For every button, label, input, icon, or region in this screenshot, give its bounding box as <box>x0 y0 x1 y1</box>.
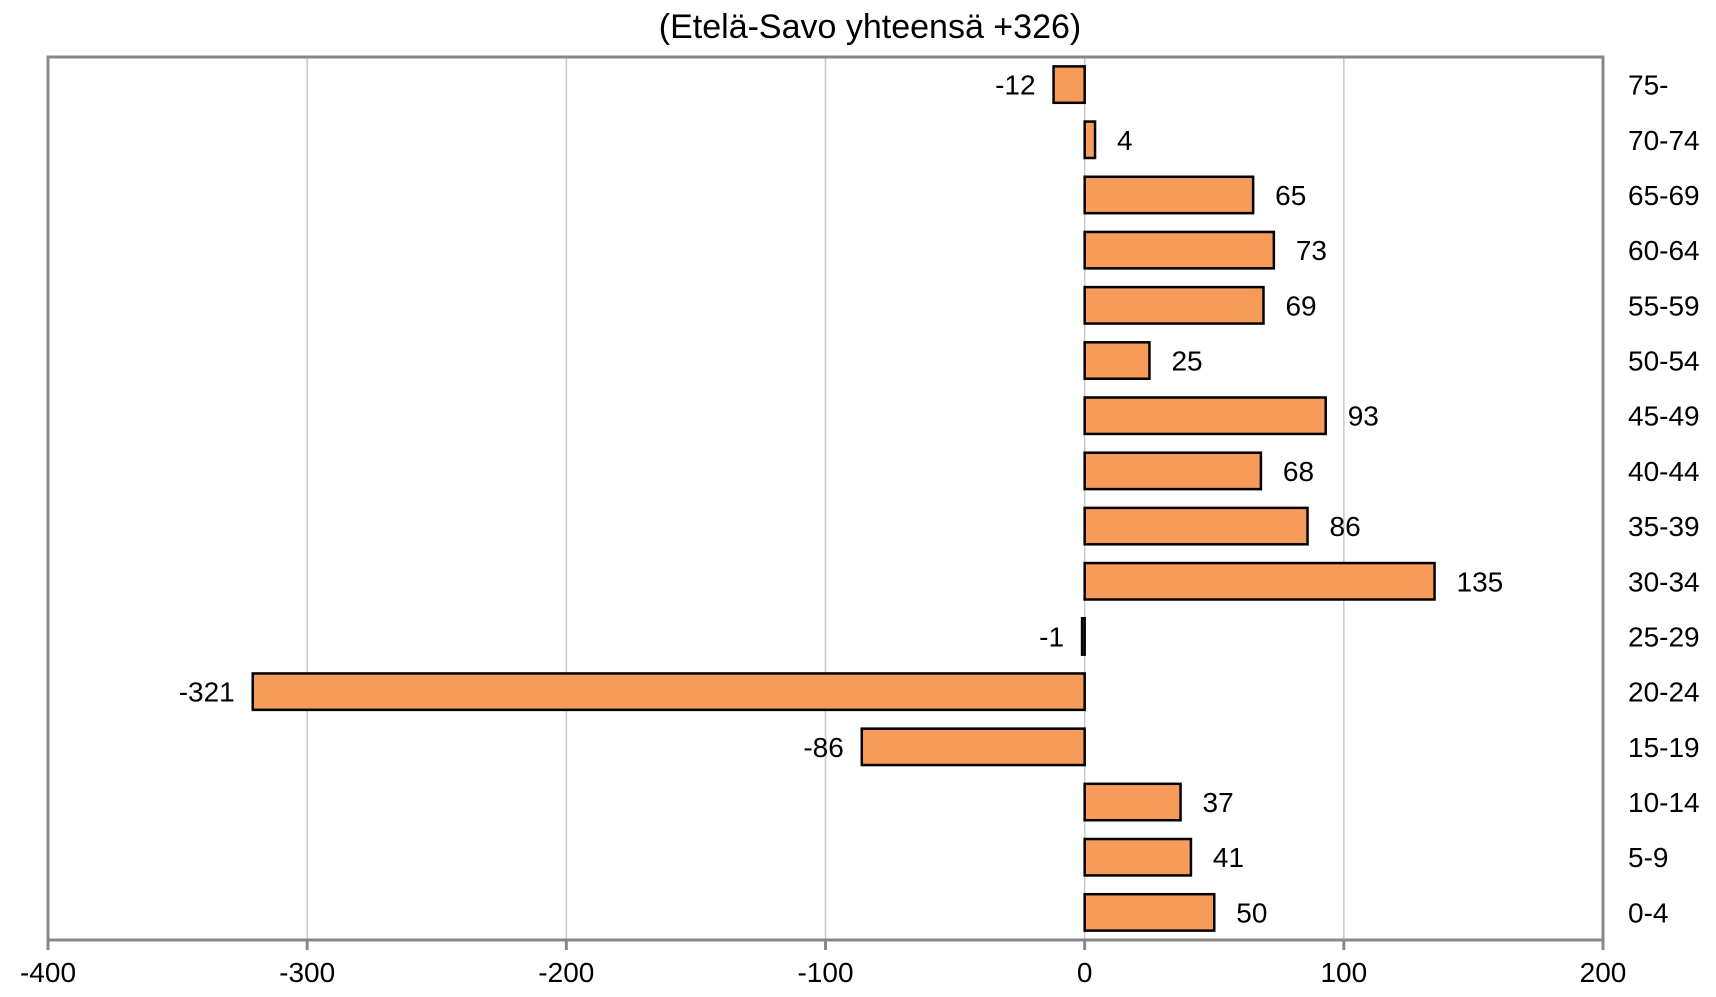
category-label: 20-24 <box>1628 677 1700 708</box>
bar-0-4 <box>1083 892 1216 932</box>
bar-50-54 <box>1083 341 1151 380</box>
data-label: 69 <box>1285 290 1316 321</box>
data-label: -1 <box>1039 621 1064 652</box>
category-label: 50-54 <box>1628 346 1700 377</box>
x-tick-label: 100 <box>1320 957 1367 988</box>
data-label: 37 <box>1203 787 1234 818</box>
category-label: 25-29 <box>1628 621 1700 652</box>
bars <box>251 65 1436 932</box>
x-tick-label: -400 <box>20 957 76 988</box>
x-tick-label: -100 <box>797 957 853 988</box>
category-labels: 75- 70-74 65-69 60-64 55-59 50-54 45-49 40-44 35… <box>1628 70 1700 929</box>
data-label: 73 <box>1296 235 1327 266</box>
bar-60-64 <box>1083 230 1276 270</box>
data-label: 41 <box>1213 842 1244 873</box>
data-label: -12 <box>995 70 1035 101</box>
category-label: 55-59 <box>1628 290 1700 321</box>
x-tick-label: -200 <box>538 957 594 988</box>
category-label: 70-74 <box>1628 125 1700 156</box>
category-label: 15-19 <box>1628 732 1700 763</box>
bar-5-9 <box>1083 837 1193 877</box>
category-label: 65-69 <box>1628 180 1700 211</box>
data-label: 25 <box>1171 346 1202 377</box>
data-labels: -12 4 65 73 69 25 93 68 86 135 -1 -321 -86 37 41 50 <box>179 70 1504 929</box>
data-label: 4 <box>1117 125 1133 156</box>
data-label: 50 <box>1236 897 1267 928</box>
bar-75- <box>1052 65 1086 105</box>
data-label: 68 <box>1283 456 1314 487</box>
x-tick-label: 200 <box>1580 957 1627 988</box>
data-label: -86 <box>803 732 843 763</box>
bar-40-44 <box>1083 451 1263 491</box>
bar-10-14 <box>1083 782 1182 822</box>
data-label: 86 <box>1330 511 1361 542</box>
bar-30-34 <box>1083 561 1436 601</box>
bar-25-29 <box>1080 617 1086 656</box>
category-label: 60-64 <box>1628 235 1700 266</box>
category-label: 10-14 <box>1628 787 1700 818</box>
bar-20-24 <box>251 672 1086 712</box>
bar-70-74 <box>1083 120 1097 160</box>
bar-45-49 <box>1083 396 1327 436</box>
chart-title: (Etelä-Savo yhteensä +326) <box>659 8 1081 46</box>
bar-35-39 <box>1083 506 1309 546</box>
data-label: 65 <box>1275 180 1306 211</box>
data-label: 135 <box>1457 566 1504 597</box>
category-label: 40-44 <box>1628 456 1700 487</box>
data-label: 93 <box>1348 401 1379 432</box>
category-label: 0-4 <box>1628 897 1668 928</box>
bar-55-59 <box>1083 285 1265 325</box>
category-label: 75- <box>1628 70 1668 101</box>
x-tick-label: 0 <box>1077 957 1093 988</box>
category-label: 30-34 <box>1628 566 1700 597</box>
bar-15-19 <box>860 727 1086 767</box>
bar-65-69 <box>1083 175 1255 215</box>
category-label: 45-49 <box>1628 401 1700 432</box>
x-tick-label: -300 <box>279 957 335 988</box>
category-label: 5-9 <box>1628 842 1668 873</box>
x-axis: -400 -300 -200 -100 0 100 200 <box>20 55 1627 988</box>
data-label: -321 <box>179 677 235 708</box>
category-label: 35-39 <box>1628 511 1700 542</box>
